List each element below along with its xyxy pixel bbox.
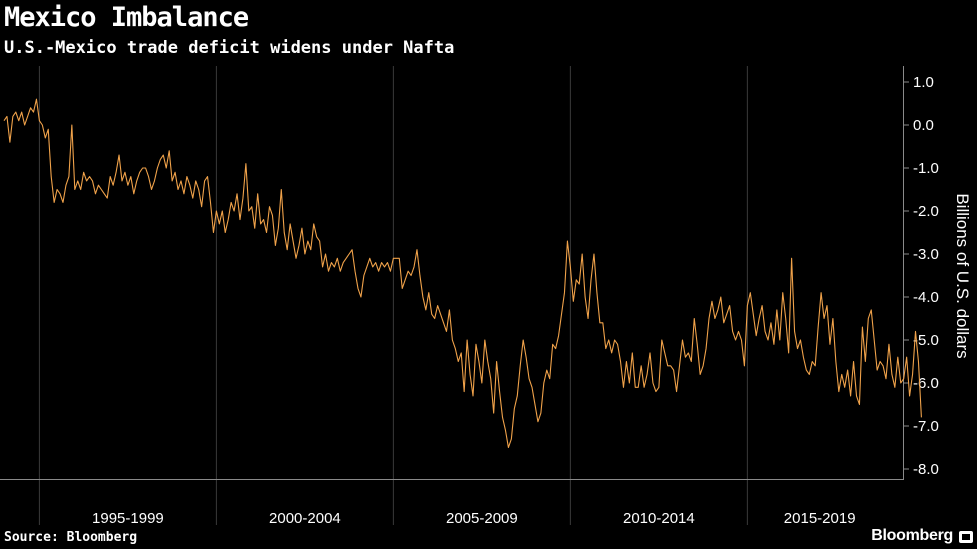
chart-subtitle: U.S.-Mexico trade deficit widens under N… bbox=[4, 38, 455, 58]
gridlines bbox=[38, 66, 748, 525]
series-line-trade-balance bbox=[3, 98, 922, 449]
y-tick-label: -4.0 bbox=[913, 289, 939, 306]
y-tick-label: -5.0 bbox=[913, 332, 939, 349]
chart-title: Mexico Imbalance bbox=[4, 2, 249, 33]
y-tick-label: -6.0 bbox=[913, 375, 939, 392]
y-tick-label: 0.0 bbox=[913, 117, 934, 134]
x-tick-label: 2015-2019 bbox=[784, 510, 856, 527]
series-layer bbox=[3, 98, 922, 449]
x-tick-label: 2010-2014 bbox=[623, 510, 695, 527]
bloomberg-mark-icon bbox=[959, 531, 973, 543]
y-tick-label: -3.0 bbox=[913, 246, 939, 263]
x-tick-label: 1995-1999 bbox=[92, 510, 164, 527]
y-axis: 1.0 0.0 -1.0 -2.0 -3.0 -4.0 -5.0 -6.0 -7.0 -8.0 bbox=[903, 66, 939, 479]
bloomberg-logo: Bloomberg bbox=[871, 527, 953, 544]
source-note: Source: Bloomberg bbox=[4, 530, 138, 545]
y-tick-label: 1.0 bbox=[913, 74, 934, 91]
y-tick-label: -7.0 bbox=[913, 418, 939, 435]
y-axis-label: Billions of U.S. dollars bbox=[953, 193, 972, 358]
y-tick-label: -1.0 bbox=[913, 160, 939, 177]
x-tick-label: 2005-2009 bbox=[446, 510, 518, 527]
x-axis: 1995-1999 2000-2004 2005-2009 2010-2014 2015… bbox=[0, 479, 904, 527]
y-tick-label: -8.0 bbox=[913, 461, 939, 478]
y-tick-label: -2.0 bbox=[913, 203, 939, 220]
x-tick-label: 2000-2004 bbox=[269, 510, 341, 527]
